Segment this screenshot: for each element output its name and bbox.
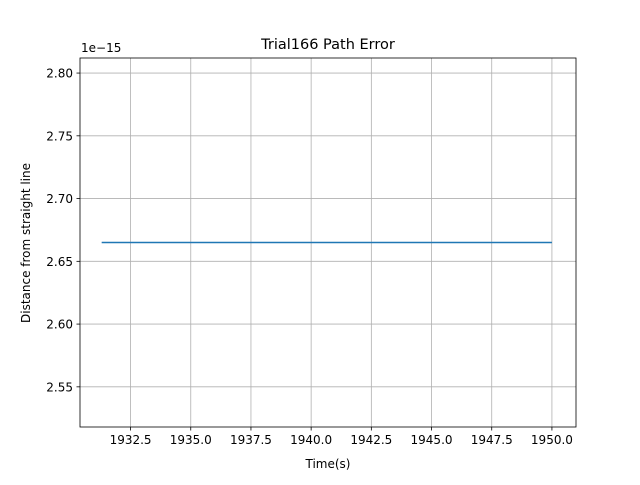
- x-tick-label: 1947.5: [471, 433, 513, 447]
- y-tick-label: 2.75: [46, 129, 73, 143]
- y-axis-ticks: 2.55 2.60 2.65 2.70 2.75 2.80: [46, 67, 80, 394]
- x-axis-ticks: 1932.5 1935.0 1937.5 1940.0 1942.5 1945.0 1947…: [110, 427, 573, 447]
- x-tick-label: 1932.5: [110, 433, 152, 447]
- plot-frame: [79, 57, 577, 428]
- y-tick-label: 2.80: [46, 67, 73, 81]
- x-tick-label: 1935.0: [170, 433, 212, 447]
- x-tick-label: 1942.5: [350, 433, 392, 447]
- y-axis-offset-label: 1e−15: [81, 41, 121, 55]
- x-tick-label: 1945.0: [411, 433, 453, 447]
- chart-title: Trial166 Path Error: [260, 37, 395, 53]
- y-axis-label: Distance from straight line: [19, 163, 33, 323]
- y-tick-label: 2.55: [46, 380, 73, 394]
- x-axis-label: Time(s): [305, 457, 351, 471]
- x-tick-label: 1950.0: [531, 433, 573, 447]
- y-tick-label: 2.70: [46, 192, 73, 206]
- y-tick-label: 2.60: [46, 318, 73, 332]
- x-tick-label: 1937.5: [230, 433, 272, 447]
- y-tick-label: 2.65: [46, 255, 73, 269]
- x-tick-label: 1940.0: [290, 433, 332, 447]
